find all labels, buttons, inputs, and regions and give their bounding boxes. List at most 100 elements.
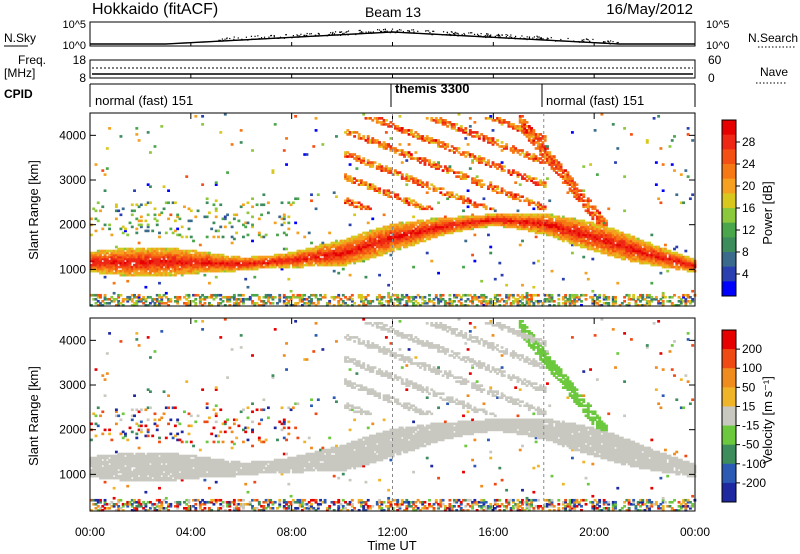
power-cell: [298, 249, 302, 253]
power-cell: [151, 253, 155, 257]
power-cell: [575, 223, 579, 227]
power-cell: [575, 219, 579, 223]
power-cell: [521, 215, 524, 219]
power-cell: [446, 221, 450, 225]
power-cell: [425, 221, 429, 225]
power-cell: [282, 265, 286, 269]
power-cell: [459, 215, 463, 219]
power-cell: [532, 293, 536, 297]
power-cell: [657, 255, 661, 259]
power-cell: [239, 205, 243, 209]
power-cell: [321, 249, 325, 253]
power-cell: [530, 139, 534, 142]
power-cell: [126, 279, 130, 283]
power-cell: [450, 303, 454, 307]
power-cell: [162, 273, 166, 277]
nsky-point: [604, 42, 606, 44]
power-cell: [101, 271, 105, 275]
power-cell: [414, 239, 418, 243]
power-cell: [375, 119, 379, 122]
power-cell: [99, 253, 102, 257]
power-cell: [198, 269, 202, 273]
power-cell: [391, 241, 395, 245]
power-cell: [169, 297, 173, 301]
power-cell: [439, 225, 443, 229]
power-cell: [527, 137, 531, 140]
power-cell: [584, 209, 588, 213]
power-cell: [602, 233, 606, 237]
power-cell: [205, 259, 209, 263]
power-cell: [262, 301, 266, 305]
power-cell: [555, 163, 558, 166]
power-cell: [443, 227, 447, 231]
power-cell: [602, 231, 606, 235]
power-cell: [502, 119, 506, 122]
power-cell: [214, 265, 218, 269]
power-cell: [394, 127, 397, 130]
power-cell: [546, 157, 549, 160]
power-cell: [253, 293, 257, 297]
power-cell: [425, 159, 429, 162]
cpid-segment-1: normal (fast) 151: [95, 93, 193, 108]
power-cell: [341, 293, 345, 297]
power-cell: [330, 295, 334, 299]
power-cell: [462, 217, 465, 221]
power-cell: [534, 221, 538, 225]
power-cell: [364, 163, 368, 166]
power-cell: [312, 293, 316, 297]
power-cell: [536, 181, 540, 184]
power-cell: [196, 265, 200, 269]
power-cell: [387, 169, 391, 172]
power-cell: [491, 137, 495, 140]
power-cell: [121, 253, 125, 257]
power-cell: [321, 245, 325, 249]
power-cell: [232, 237, 236, 241]
power-cell: [457, 299, 461, 303]
power-cell: [158, 273, 161, 277]
power-cell: [310, 299, 313, 303]
power-cell: [285, 163, 288, 166]
power-cell: [500, 167, 504, 170]
power-cell: [359, 251, 363, 255]
power-cell: [443, 215, 447, 219]
power-cell: [432, 189, 436, 193]
power-cell: [398, 171, 402, 174]
power-cell: [489, 299, 493, 303]
nsky-point: [550, 37, 552, 39]
power-cell: [350, 245, 354, 249]
power-cell: [400, 199, 404, 203]
power-cell: [564, 181, 568, 184]
power-cell: [192, 263, 195, 267]
power-cell: [353, 239, 357, 243]
power-cell: [364, 237, 368, 241]
power-cell: [103, 297, 107, 301]
power-cell: [176, 227, 180, 231]
power-cell: [552, 231, 556, 235]
power-cell: [453, 123, 456, 126]
power-cell: [575, 195, 579, 199]
power-cell: [407, 295, 411, 299]
power-cell: [346, 255, 350, 259]
power-cell: [584, 223, 588, 227]
power-cell: [144, 269, 148, 273]
power-cell: [568, 219, 572, 223]
nsky-point: [344, 34, 347, 36]
power-cell: [580, 243, 583, 247]
power-cell: [593, 243, 597, 247]
power-cell: [319, 297, 323, 301]
power-cell: [189, 219, 193, 223]
power-cell: [466, 199, 470, 203]
power-cell: [378, 167, 381, 170]
power-cell: [609, 233, 613, 237]
power-cell: [595, 211, 599, 215]
power-cell: [319, 257, 323, 261]
power-cell: [607, 231, 611, 235]
power-cell: [332, 251, 336, 255]
power-cell: [564, 219, 568, 223]
power-cell: [271, 261, 275, 265]
power-cell: [362, 299, 366, 303]
power-cell: [139, 297, 143, 301]
power-cell: [430, 227, 434, 231]
power-cell: [92, 269, 96, 273]
power-cell: [103, 173, 107, 176]
